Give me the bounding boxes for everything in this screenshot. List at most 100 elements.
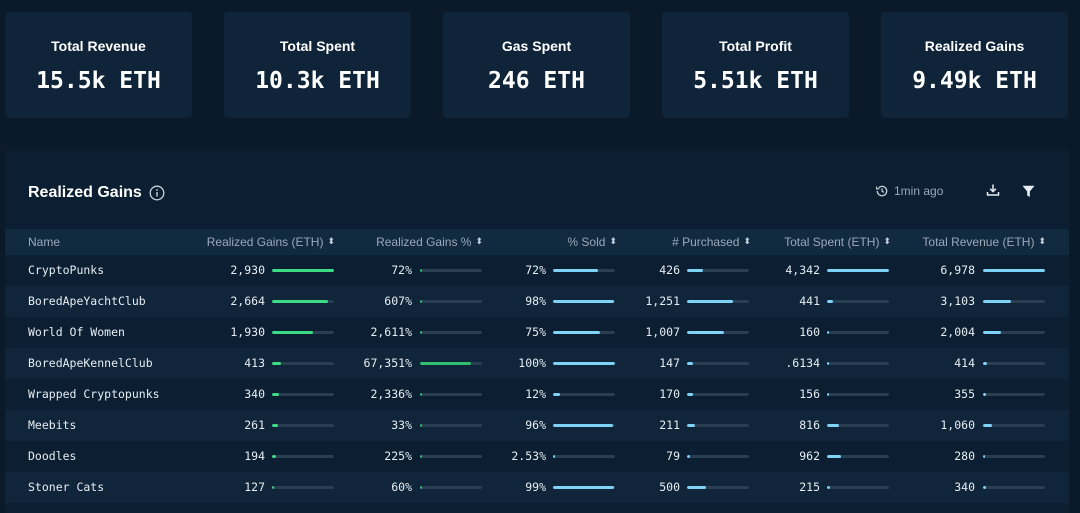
summary-card-total-revenue: Total Revenue 15.5k ETH [5,12,192,118]
bar-pct [420,455,482,458]
bar-fill-sold [553,455,556,458]
collection-name[interactable]: BoredApeKennelClub [28,356,153,370]
bar-fill-gains [272,486,275,489]
bar-purchased [687,424,749,427]
sort-icon: ⬍ [475,236,483,247]
table-row[interactable]: BoredApeKennelClub 413 67,351% 100% 147 .6134… [5,348,1069,379]
cell-gains: 2,664 [230,294,265,308]
bar-fill-gains [272,331,313,334]
table-row[interactable]: Stoner Cats 127 60% 99% 500 215 340 [5,472,1069,503]
cell-sold: 96% [525,418,546,432]
col-header-realized-gains-eth[interactable]: Realized Gains (ETH) ⬍ [175,229,335,255]
cell-revenue: 1,060 [940,418,975,432]
bar-fill-spent [827,455,841,458]
col-header-total-spent[interactable]: Total Spent (ETH) ⬍ [755,229,891,255]
cell-gains: 194 [244,449,265,463]
bar-fill-spent [827,331,830,334]
collection-name[interactable]: Wrapped Cryptopunks [28,387,160,401]
col-header-pct-sold[interactable]: % Sold ⬍ [495,229,617,255]
bar-fill-pct [420,486,423,489]
cell-spent: 962 [799,449,820,463]
bar-spent [827,269,889,272]
table-row[interactable]: Meebits 261 33% 96% 211 816 1,060 [5,410,1069,441]
cell-revenue: 355 [954,387,975,401]
cell-pct: 607% [384,294,412,308]
bar-fill-revenue [983,393,987,396]
last-updated-text: 1min ago [894,184,944,198]
bar-fill-pct [420,455,423,458]
download-icon[interactable] [986,183,1000,197]
bar-sold [553,486,615,489]
card-value: 10.3k ETH [255,68,380,94]
cell-sold: 98% [525,294,546,308]
cell-spent: .6134 [785,356,820,370]
cell-gains: 261 [244,418,265,432]
cell-spent: 215 [799,480,820,494]
cell-sold: 72% [525,263,546,277]
cell-spent: 441 [799,294,820,308]
collection-name[interactable]: Doodles [28,449,77,463]
cell-revenue: 280 [954,449,975,463]
cell-gains: 1,930 [230,325,265,339]
bar-fill-purchased [687,424,696,427]
col-header-purchased[interactable]: # Purchased ⬍ [621,229,751,255]
collection-name[interactable]: CryptoPunks [28,263,105,277]
bar-gains [272,393,334,396]
col-header-label: Total Revenue (ETH) [922,235,1035,249]
col-header-label: # Purchased [672,235,740,249]
bar-sold [553,331,615,334]
col-header-total-revenue[interactable]: Total Revenue (ETH) ⬍ [895,229,1046,255]
bar-fill-gains [272,393,280,396]
cell-revenue: 3,103 [940,294,975,308]
card-value: 246 ETH [488,68,585,94]
bar-fill-spent [827,486,831,489]
cell-sold: 100% [518,356,546,370]
bar-fill-gains [272,362,281,365]
summary-card-total-spent: Total Spent 10.3k ETH [224,12,411,118]
cell-revenue: 6,978 [940,263,975,277]
bar-fill-revenue [983,455,986,458]
bar-fill-pct [420,331,423,334]
info-icon[interactable] [149,185,165,201]
table-row[interactable]: Wrapped Cryptopunks 340 2,336% 12% 170 156 355 [5,379,1069,410]
bar-fill-pct [420,269,423,272]
bar-revenue [983,393,1045,396]
bar-gains [272,269,334,272]
bar-sold [553,300,615,303]
col-header-label: Realized Gains (ETH) [206,235,324,249]
bar-fill-gains [272,269,334,272]
bar-pct [420,424,482,427]
bar-fill-purchased [687,486,706,489]
cell-sold: 99% [525,480,546,494]
cell-spent: 4,342 [785,263,820,277]
bar-revenue [983,486,1045,489]
realized-gains-panel: Realized Gains 1min ago Name Realized Ga… [5,149,1069,513]
cell-revenue: 2,004 [940,325,975,339]
table-row[interactable]: Doodles 194 225% 2.53% 79 962 280 [5,441,1069,472]
col-header-label: Realized Gains % [376,235,472,249]
cell-gains: 340 [244,387,265,401]
collection-name[interactable]: BoredApeYachtClub [28,294,146,308]
card-label: Total Revenue [51,38,146,54]
collection-name[interactable]: Stoner Cats [28,480,105,494]
bar-spent [827,486,889,489]
summary-card-total-profit: Total Profit 5.51k ETH [662,12,849,118]
col-header-name[interactable]: Name [28,229,148,255]
table-row[interactable]: CryptoPunks 2,930 72% 72% 426 4,342 6,978 [5,255,1069,286]
bar-pct [420,362,482,365]
table-row[interactable]: World Of Women 1,930 2,611% 75% 1,007 160 2,00… [5,317,1069,348]
table-row[interactable]: BoredApeYachtClub 2,664 607% 98% 1,251 441 3,1… [5,286,1069,317]
panel-title-text: Realized Gains [28,184,142,201]
collection-name[interactable]: World Of Women [28,325,125,339]
card-label: Realized Gains [924,38,1025,54]
cell-revenue: 340 [954,480,975,494]
collection-name[interactable]: Meebits [28,418,77,432]
sort-icon: ⬍ [1038,236,1046,247]
col-header-realized-gains-pct[interactable]: Realized Gains % ⬍ [343,229,483,255]
bar-purchased [687,269,749,272]
bar-revenue [983,269,1045,272]
filter-icon[interactable] [1022,185,1035,198]
bar-revenue [983,300,1045,303]
bar-fill-pct [420,300,423,303]
bar-purchased [687,362,749,365]
